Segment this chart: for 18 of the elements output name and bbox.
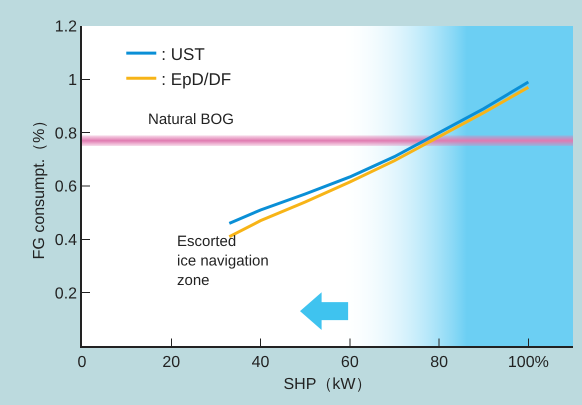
x-axis-title: SHP（kW）: [284, 376, 372, 394]
x-tick-label: 60: [340, 354, 359, 371]
x-tick-label: 0: [78, 354, 87, 371]
legend-label: : UST: [161, 44, 205, 64]
x-tick-label: 100%: [508, 354, 549, 371]
x-tick-label: 80: [430, 354, 448, 371]
y-axis-title: FG consumpt.（%）: [31, 112, 48, 260]
annotation: Escorted ice navigation zone: [177, 233, 269, 289]
legend-label: : EpD/DF: [161, 70, 232, 89]
y-tick-label: 0.4: [54, 232, 78, 249]
y-tick-label: 1: [68, 72, 78, 89]
x-tick-label: 40: [252, 354, 270, 371]
y-tick-label: 0.6: [54, 178, 78, 196]
y-tick-label: 1.2: [54, 18, 78, 36]
x-tick-label: 20: [162, 354, 180, 371]
y-tick-label: 0.8: [54, 125, 78, 142]
y-tick-label: 0.2: [54, 285, 78, 302]
band-label: Natural BOG: [148, 111, 234, 128]
